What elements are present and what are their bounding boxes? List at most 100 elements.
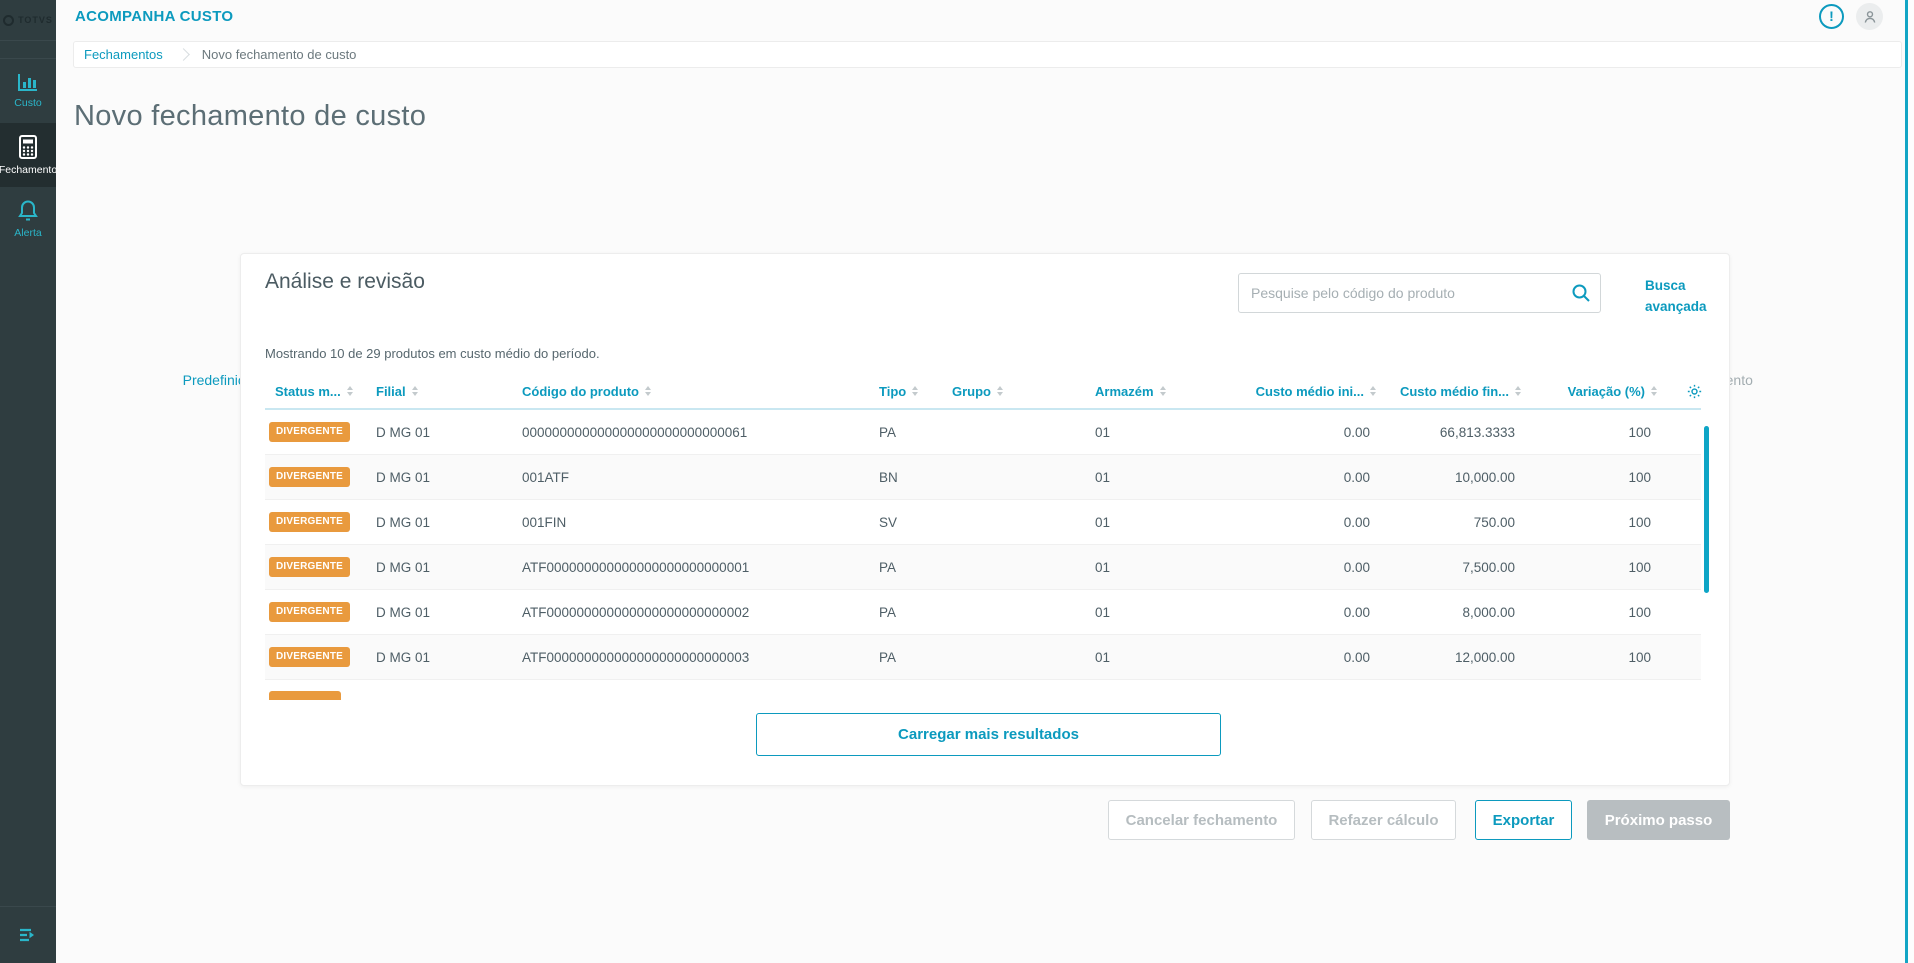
chevron-right-icon [176,48,190,61]
cell-filial: D MG 01 [376,605,431,620]
cell-filial: D MG 01 [376,425,431,440]
column-header-armazem[interactable]: Armazém [1095,374,1166,408]
column-label: Armazém [1095,383,1154,399]
search-box [1238,273,1601,313]
expand-menu-icon[interactable] [18,927,38,943]
sidebar-item-label: Fechamento [0,163,58,176]
app-title: ACOMPANHA CUSTO [75,8,234,25]
cell-custo-inicial: 0.00 [1343,470,1370,485]
products-table: Status m... Filial Código do produto Tip… [265,374,1703,680]
column-label: Código do produto [522,383,639,399]
cell-armazem: 01 [1095,650,1111,665]
advanced-search-link[interactable]: Busca avançada [1645,278,1707,314]
sort-icon[interactable] [1515,386,1521,396]
column-header-tipo[interactable]: Tipo [879,374,919,408]
cell-variacao: 100 [1628,515,1651,530]
sidebar-item-alerta[interactable]: Alerta [0,187,56,251]
column-header-custo-inicial[interactable]: Custo médio ini... [1256,374,1376,408]
cell-custo-inicial: 0.00 [1343,515,1370,530]
sort-icon[interactable] [1159,386,1166,396]
cell-armazem: 01 [1095,560,1111,575]
sidebar-item-label: Alerta [14,227,42,239]
status-badge: DIVERGENTE [269,467,351,487]
table-scrollbar[interactable] [1704,426,1709,593]
sort-icon[interactable] [644,386,651,396]
cell-tipo: BN [879,470,898,485]
column-header-grupo[interactable]: Grupo [952,374,1003,408]
cell-codigo: ATF000000000000000000000000001 [522,560,750,575]
stepper: 4 5 Predefinição de cálculo Cálculo de c… [0,160,1914,388]
cell-armazem: 01 [1095,515,1111,530]
search-icon[interactable] [1571,283,1591,303]
cell-custo-final: 7,500.00 [1462,560,1515,575]
column-label: Status m... [275,383,341,399]
sidebar-footer [0,906,56,963]
status-badge: DIVERGENTE [269,422,351,442]
panel-title: Análise e revisão [265,270,425,293]
sort-icon[interactable] [411,386,418,396]
cell-custo-final: 750.00 [1473,515,1515,530]
cell-custo-inicial: 0.00 [1343,605,1370,620]
page-scrollbar[interactable] [1905,0,1908,963]
column-header-codigo[interactable]: Código do produto [522,374,651,408]
column-header-status[interactable]: Status m... [275,374,353,408]
results-summary: Mostrando 10 de 29 produtos em custo méd… [265,346,600,361]
table-row[interactable]: DIVERGENTE D MG 01 001ATF BN 01 0.00 10,… [265,455,1701,500]
cell-armazem: 01 [1095,605,1111,620]
notification-exclamation-icon[interactable]: ! [1819,4,1844,29]
cell-tipo: PA [879,605,897,620]
cell-filial: D MG 01 [376,515,431,530]
search-input[interactable] [1238,273,1601,313]
avatar[interactable] [1856,3,1883,30]
breadcrumb-current: Novo fechamento de custo [201,47,357,62]
cell-variacao: 100 [1628,470,1651,485]
sidebar-item-fechamento[interactable]: Fechamento [0,123,58,187]
totvs-logo-ring-icon [3,14,15,26]
table-row[interactable]: DIVERGENTE D MG 01 000000000000000000000… [265,410,1701,455]
cell-tipo: PA [879,425,897,440]
sort-icon[interactable] [912,386,919,396]
sort-icon[interactable] [997,386,1003,396]
sort-icon[interactable] [1370,386,1376,396]
status-badge: DIVERGENTE [269,512,351,532]
column-header-variacao[interactable]: Variação (%) [1568,374,1657,408]
sort-icon[interactable] [1651,386,1657,396]
export-button[interactable]: Exportar [1475,800,1572,840]
cell-codigo: 000000000000000000000000000061 [522,425,748,440]
sort-icon[interactable] [346,386,353,396]
totvs-logo: TOTVS [0,0,56,41]
cell-codigo: ATF000000000000000000000000002 [522,605,750,620]
sidebar-item-custo[interactable]: Custo [0,59,56,123]
table-row[interactable]: DIVERGENTE D MG 01 ATF000000000000000000… [265,590,1701,635]
next-step-button[interactable]: Próximo passo [1587,800,1730,840]
cell-tipo: PA [879,650,897,665]
calculator-icon [19,134,37,159]
cell-variacao: 100 [1628,650,1651,665]
cell-codigo: 001ATF [522,470,570,485]
cell-codigo: 001FIN [522,515,567,530]
table-row[interactable]: DIVERGENTE D MG 01 ATF000000000000000000… [265,545,1701,590]
table-row[interactable]: DIVERGENTE D MG 01 001FIN SV 01 0.00 750… [265,500,1701,545]
table-row[interactable]: DIVERGENTE D MG 01 ATF000000000000000000… [265,635,1701,680]
column-header-custo-final[interactable]: Custo médio fin... [1400,374,1521,408]
table-settings-gear-icon[interactable] [1686,374,1703,408]
status-badge-partial [269,691,341,700]
cell-variacao: 100 [1628,605,1651,620]
status-badge: DIVERGENTE [269,557,351,577]
column-header-filial[interactable]: Filial [376,374,418,408]
load-more-button[interactable]: Carregar mais resultados [756,713,1221,756]
sidebar-nav: Custo Fechamento [0,58,58,251]
cell-variacao: 100 [1628,425,1651,440]
cancel-closing-button[interactable]: Cancelar fechamento [1108,800,1295,840]
column-label: Custo médio ini... [1255,383,1364,399]
redo-calculation-button[interactable]: Refazer cálculo [1311,800,1456,840]
sidebar-item-label: Custo [14,97,42,109]
analysis-panel: Análise e revisão Busca avançada Mostran… [240,253,1730,786]
cell-custo-final: 12,000.00 [1454,650,1515,665]
totvs-logo-text: TOTVS [18,15,53,25]
breadcrumb-link-fechamentos[interactable]: Fechamentos [84,47,163,62]
cell-variacao: 100 [1628,560,1651,575]
cell-tipo: SV [879,515,898,530]
topbar: ACOMPANHA CUSTO ! [56,0,1914,34]
cell-custo-final: 66,813.3333 [1439,425,1515,440]
